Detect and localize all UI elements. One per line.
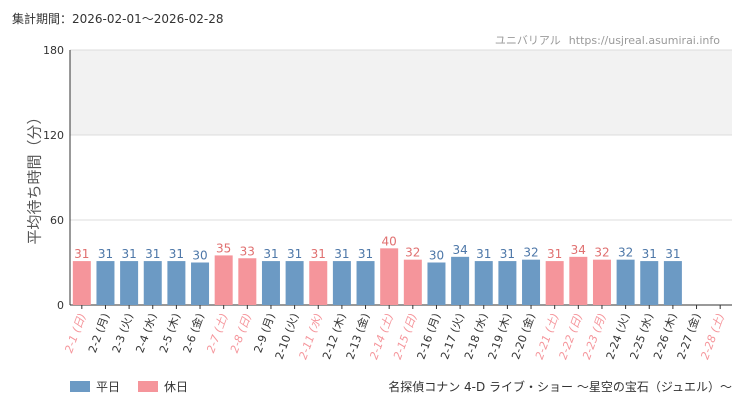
y-tick-label: 120: [43, 129, 64, 142]
data-label: 31: [169, 247, 184, 261]
period-label: 集計期間：2026-02-01～2026-02-28: [12, 12, 224, 26]
bar: [191, 262, 210, 305]
data-label: 34: [452, 243, 467, 257]
data-label: 32: [618, 246, 633, 260]
data-label: 34: [571, 243, 586, 257]
bar: [616, 259, 635, 305]
data-label: 31: [500, 247, 515, 261]
legend: 平日 休日: [70, 378, 206, 395]
bar: [167, 261, 186, 305]
legend-label-weekday: 平日: [96, 380, 121, 394]
data-label: 31: [263, 247, 278, 261]
bar: [238, 258, 257, 305]
data-label: 40: [382, 234, 397, 248]
data-label: 31: [476, 247, 491, 261]
y-tick-label: 60: [50, 214, 64, 227]
legend-item-holiday: 休日: [138, 378, 188, 395]
y-tick-label: 180: [43, 44, 64, 57]
data-label: 32: [594, 246, 609, 260]
data-label: 31: [287, 247, 302, 261]
bar: [403, 259, 422, 305]
y-tick-label: 0: [57, 299, 64, 312]
bar: [214, 255, 233, 305]
bar: [143, 261, 162, 305]
bar: [569, 256, 588, 305]
attraction-name: 名探偵コナン 4-D ライブ・ショー ～星空の宝石（ジュエル）～: [388, 380, 732, 394]
legend-label-holiday: 休日: [164, 380, 189, 394]
data-label: 31: [358, 247, 373, 261]
x-tick-label: 2-8 (日): [228, 312, 254, 355]
bar: [380, 248, 399, 305]
x-tick-label: 2-5 (木): [157, 312, 183, 355]
x-tick-label: 2-6 (金): [180, 311, 207, 354]
bar: [522, 259, 541, 305]
bar: [640, 261, 659, 305]
bar: [545, 261, 564, 305]
data-label: 32: [523, 246, 538, 260]
shaded-band: [70, 50, 732, 135]
x-tick-label: 2-9 (月): [252, 312, 278, 355]
bar: [96, 261, 115, 305]
legend-swatch-weekday: [70, 381, 90, 392]
x-tick-label: 2-3 (火): [110, 312, 136, 355]
bar: [498, 261, 517, 305]
bar: [356, 261, 375, 305]
bar: [261, 261, 280, 305]
data-label: 31: [334, 247, 349, 261]
bar: [309, 261, 328, 305]
data-label: 30: [192, 249, 207, 263]
data-label: 32: [405, 246, 420, 260]
bar: [451, 256, 470, 305]
bar: [663, 261, 682, 305]
x-tick-label: 2-1 (日): [62, 312, 88, 355]
data-label: 31: [145, 247, 160, 261]
data-label: 35: [216, 241, 231, 255]
site-name: ユニバリアル: [494, 34, 561, 47]
data-label: 30: [429, 249, 444, 263]
data-label: 31: [642, 247, 657, 261]
data-label: 31: [665, 247, 680, 261]
site-url: https://usjreal.asumirai.info: [568, 34, 720, 47]
bar: [332, 261, 351, 305]
bar: [72, 261, 91, 305]
data-label: 31: [547, 247, 562, 261]
bar: [474, 261, 493, 305]
x-tick-label: 2-4 (水): [133, 312, 159, 355]
bar: [120, 261, 139, 305]
site-credit: ユニバリアル https://usjreal.asumirai.info: [495, 32, 728, 48]
data-label: 33: [240, 244, 255, 258]
legend-swatch-holiday: [138, 381, 159, 392]
data-label: 31: [98, 247, 113, 261]
bar: [592, 259, 611, 305]
x-tick-label: 2-2 (月): [86, 312, 112, 355]
bar: [427, 262, 446, 305]
x-tick-label: 2-28 (土): [698, 312, 727, 362]
data-label: 31: [121, 247, 136, 261]
data-label: 31: [311, 247, 326, 261]
data-label: 31: [74, 247, 89, 261]
x-tick-label: 2-7 (土): [204, 312, 230, 355]
bar: [285, 261, 304, 305]
legend-item-weekday: 平日: [70, 378, 120, 395]
